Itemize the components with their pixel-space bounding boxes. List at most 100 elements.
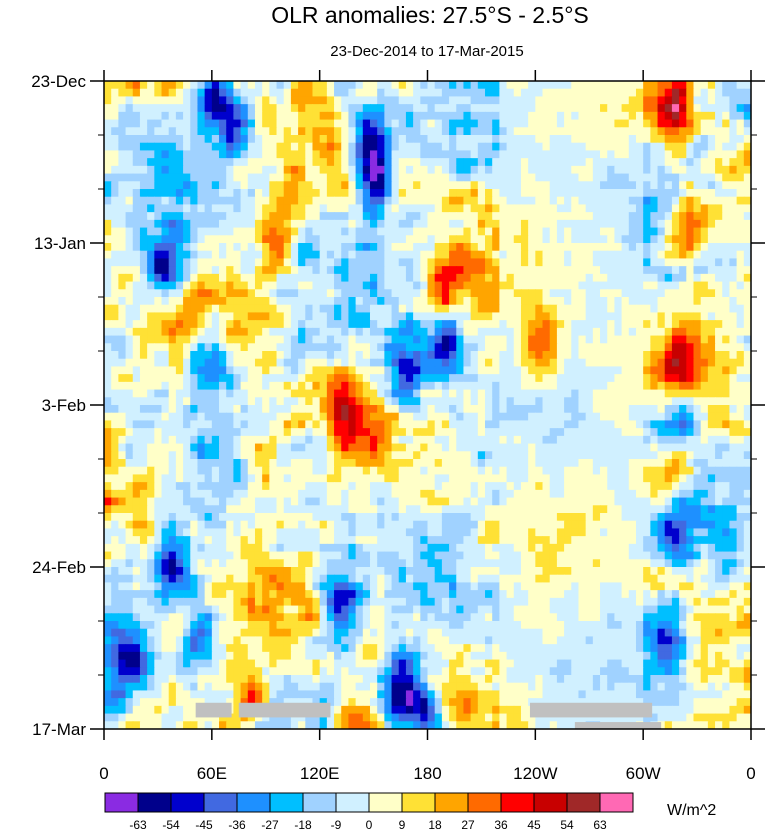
anomaly-cell <box>118 135 127 144</box>
anomaly-cell <box>614 196 623 206</box>
anomaly-cell <box>247 273 256 283</box>
anomaly-cell <box>614 266 623 275</box>
anomaly-cell <box>240 335 249 344</box>
anomaly-cell <box>290 435 299 445</box>
anomaly-cell <box>262 189 270 198</box>
anomaly-cell <box>470 243 479 252</box>
anomaly-cell <box>161 482 170 491</box>
anomaly-cell <box>571 304 580 314</box>
anomaly-cell <box>233 505 242 514</box>
anomaly-cell <box>643 150 651 159</box>
anomaly-cell <box>686 320 695 329</box>
anomaly-cell <box>111 111 119 121</box>
anomaly-cell <box>470 474 479 483</box>
anomaly-cell <box>298 212 306 221</box>
anomaly-cell <box>729 135 738 144</box>
anomaly-cell <box>269 150 278 159</box>
anomaly-cell <box>326 343 335 352</box>
anomaly-cell <box>485 181 493 190</box>
anomaly-cell <box>377 335 385 344</box>
anomaly-cell <box>679 412 687 422</box>
anomaly-cell <box>161 335 170 344</box>
anomaly-cell <box>334 405 342 414</box>
anomaly-cell <box>139 204 148 213</box>
anomaly-cell <box>657 135 666 144</box>
anomaly-cell <box>312 451 321 460</box>
anomaly-cell <box>485 289 493 298</box>
anomaly-cell <box>600 204 608 213</box>
anomaly-cell <box>686 119 695 128</box>
anomaly-cell <box>556 165 565 175</box>
anomaly-cell <box>377 250 385 260</box>
anomaly-cell <box>405 204 414 213</box>
anomaly-cell <box>621 374 630 383</box>
anomaly-cell <box>369 81 378 90</box>
anomaly-cell <box>564 497 572 506</box>
anomaly-cell <box>549 181 558 190</box>
anomaly-cell <box>326 482 335 491</box>
anomaly-cell <box>262 320 270 329</box>
anomaly-cell <box>204 297 213 306</box>
anomaly-cell <box>542 412 551 422</box>
anomaly-cell <box>290 189 299 198</box>
anomaly-cell <box>319 435 328 445</box>
anomaly-cell <box>362 389 371 398</box>
anomaly-cell <box>391 405 400 414</box>
anomaly-cell <box>190 489 199 499</box>
anomaly-cell <box>254 204 263 213</box>
anomaly-cell <box>197 474 206 483</box>
anomaly-cell <box>283 397 292 406</box>
anomaly-cell <box>499 304 508 314</box>
anomaly-cell <box>355 119 364 128</box>
anomaly-cell <box>283 173 292 182</box>
anomaly-cell <box>420 297 429 306</box>
anomaly-cell <box>276 327 285 337</box>
anomaly-cell <box>420 243 429 252</box>
anomaly-cell <box>154 389 163 398</box>
anomaly-cell <box>420 435 429 445</box>
anomaly-cell <box>226 289 234 298</box>
anomaly-cell <box>147 289 155 298</box>
anomaly-cell <box>211 119 220 128</box>
anomaly-cell <box>679 497 687 506</box>
anomaly-cell <box>175 88 184 98</box>
anomaly-cell <box>679 81 687 90</box>
anomaly-cell <box>391 358 400 368</box>
anomaly-cell <box>477 173 486 182</box>
anomaly-cell <box>398 405 407 414</box>
anomaly-cell <box>650 466 659 476</box>
anomaly-cell <box>362 320 371 329</box>
anomaly-cell <box>204 397 213 406</box>
anomaly-cell <box>520 219 529 229</box>
anomaly-cell <box>693 343 702 352</box>
anomaly-cell <box>434 312 443 321</box>
anomaly-cell <box>362 165 371 175</box>
anomaly-cell <box>168 505 177 514</box>
anomaly-cell <box>118 150 127 159</box>
anomaly-cell <box>341 227 350 236</box>
anomaly-cell <box>578 104 587 113</box>
anomaly-cell <box>643 204 651 213</box>
anomaly-cell <box>348 297 357 306</box>
anomaly-cell <box>118 474 127 483</box>
anomaly-cell <box>334 150 342 159</box>
anomaly-cell <box>449 466 457 476</box>
anomaly-cell <box>269 289 278 298</box>
anomaly-cell <box>362 204 371 213</box>
anomaly-cell <box>542 219 551 229</box>
anomaly-cell <box>506 428 515 437</box>
anomaly-cell <box>211 443 220 452</box>
anomaly-cell <box>175 250 184 260</box>
chart-title: OLR anomalies: 27.5°S - 2.5°S <box>271 2 589 28</box>
anomaly-cell <box>722 374 731 383</box>
anomaly-cell <box>312 119 321 128</box>
anomaly-cell <box>247 181 256 190</box>
anomaly-cell <box>132 405 141 414</box>
anomaly-cell <box>125 397 134 406</box>
anomaly-cell <box>664 235 673 244</box>
anomaly-cell <box>154 258 163 267</box>
anomaly-cell <box>226 374 234 383</box>
anomaly-cell <box>736 405 745 414</box>
anomaly-cell <box>240 420 249 429</box>
anomaly-cell <box>686 428 695 437</box>
